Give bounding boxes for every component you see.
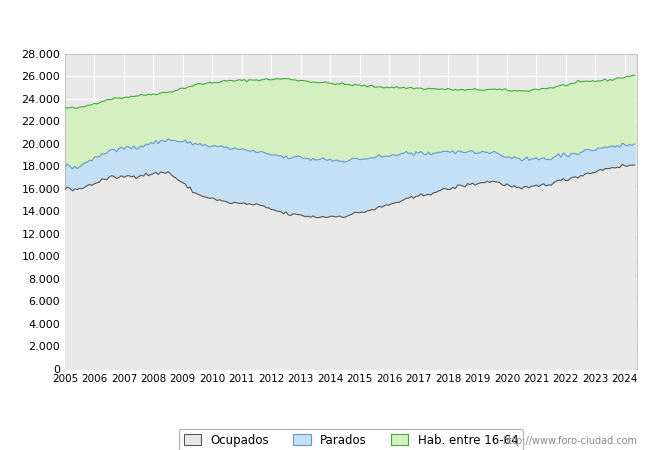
Legend: Ocupados, Parados, Hab. entre 16-64: Ocupados, Parados, Hab. entre 16-64 [179, 429, 523, 450]
Text: http://www.foro-ciudad.com: http://www.foro-ciudad.com [502, 436, 637, 446]
Text: Igualada - Evolucion de la poblacion en edad de Trabajar Mayo de 2024: Igualada - Evolucion de la poblacion en … [76, 17, 574, 31]
